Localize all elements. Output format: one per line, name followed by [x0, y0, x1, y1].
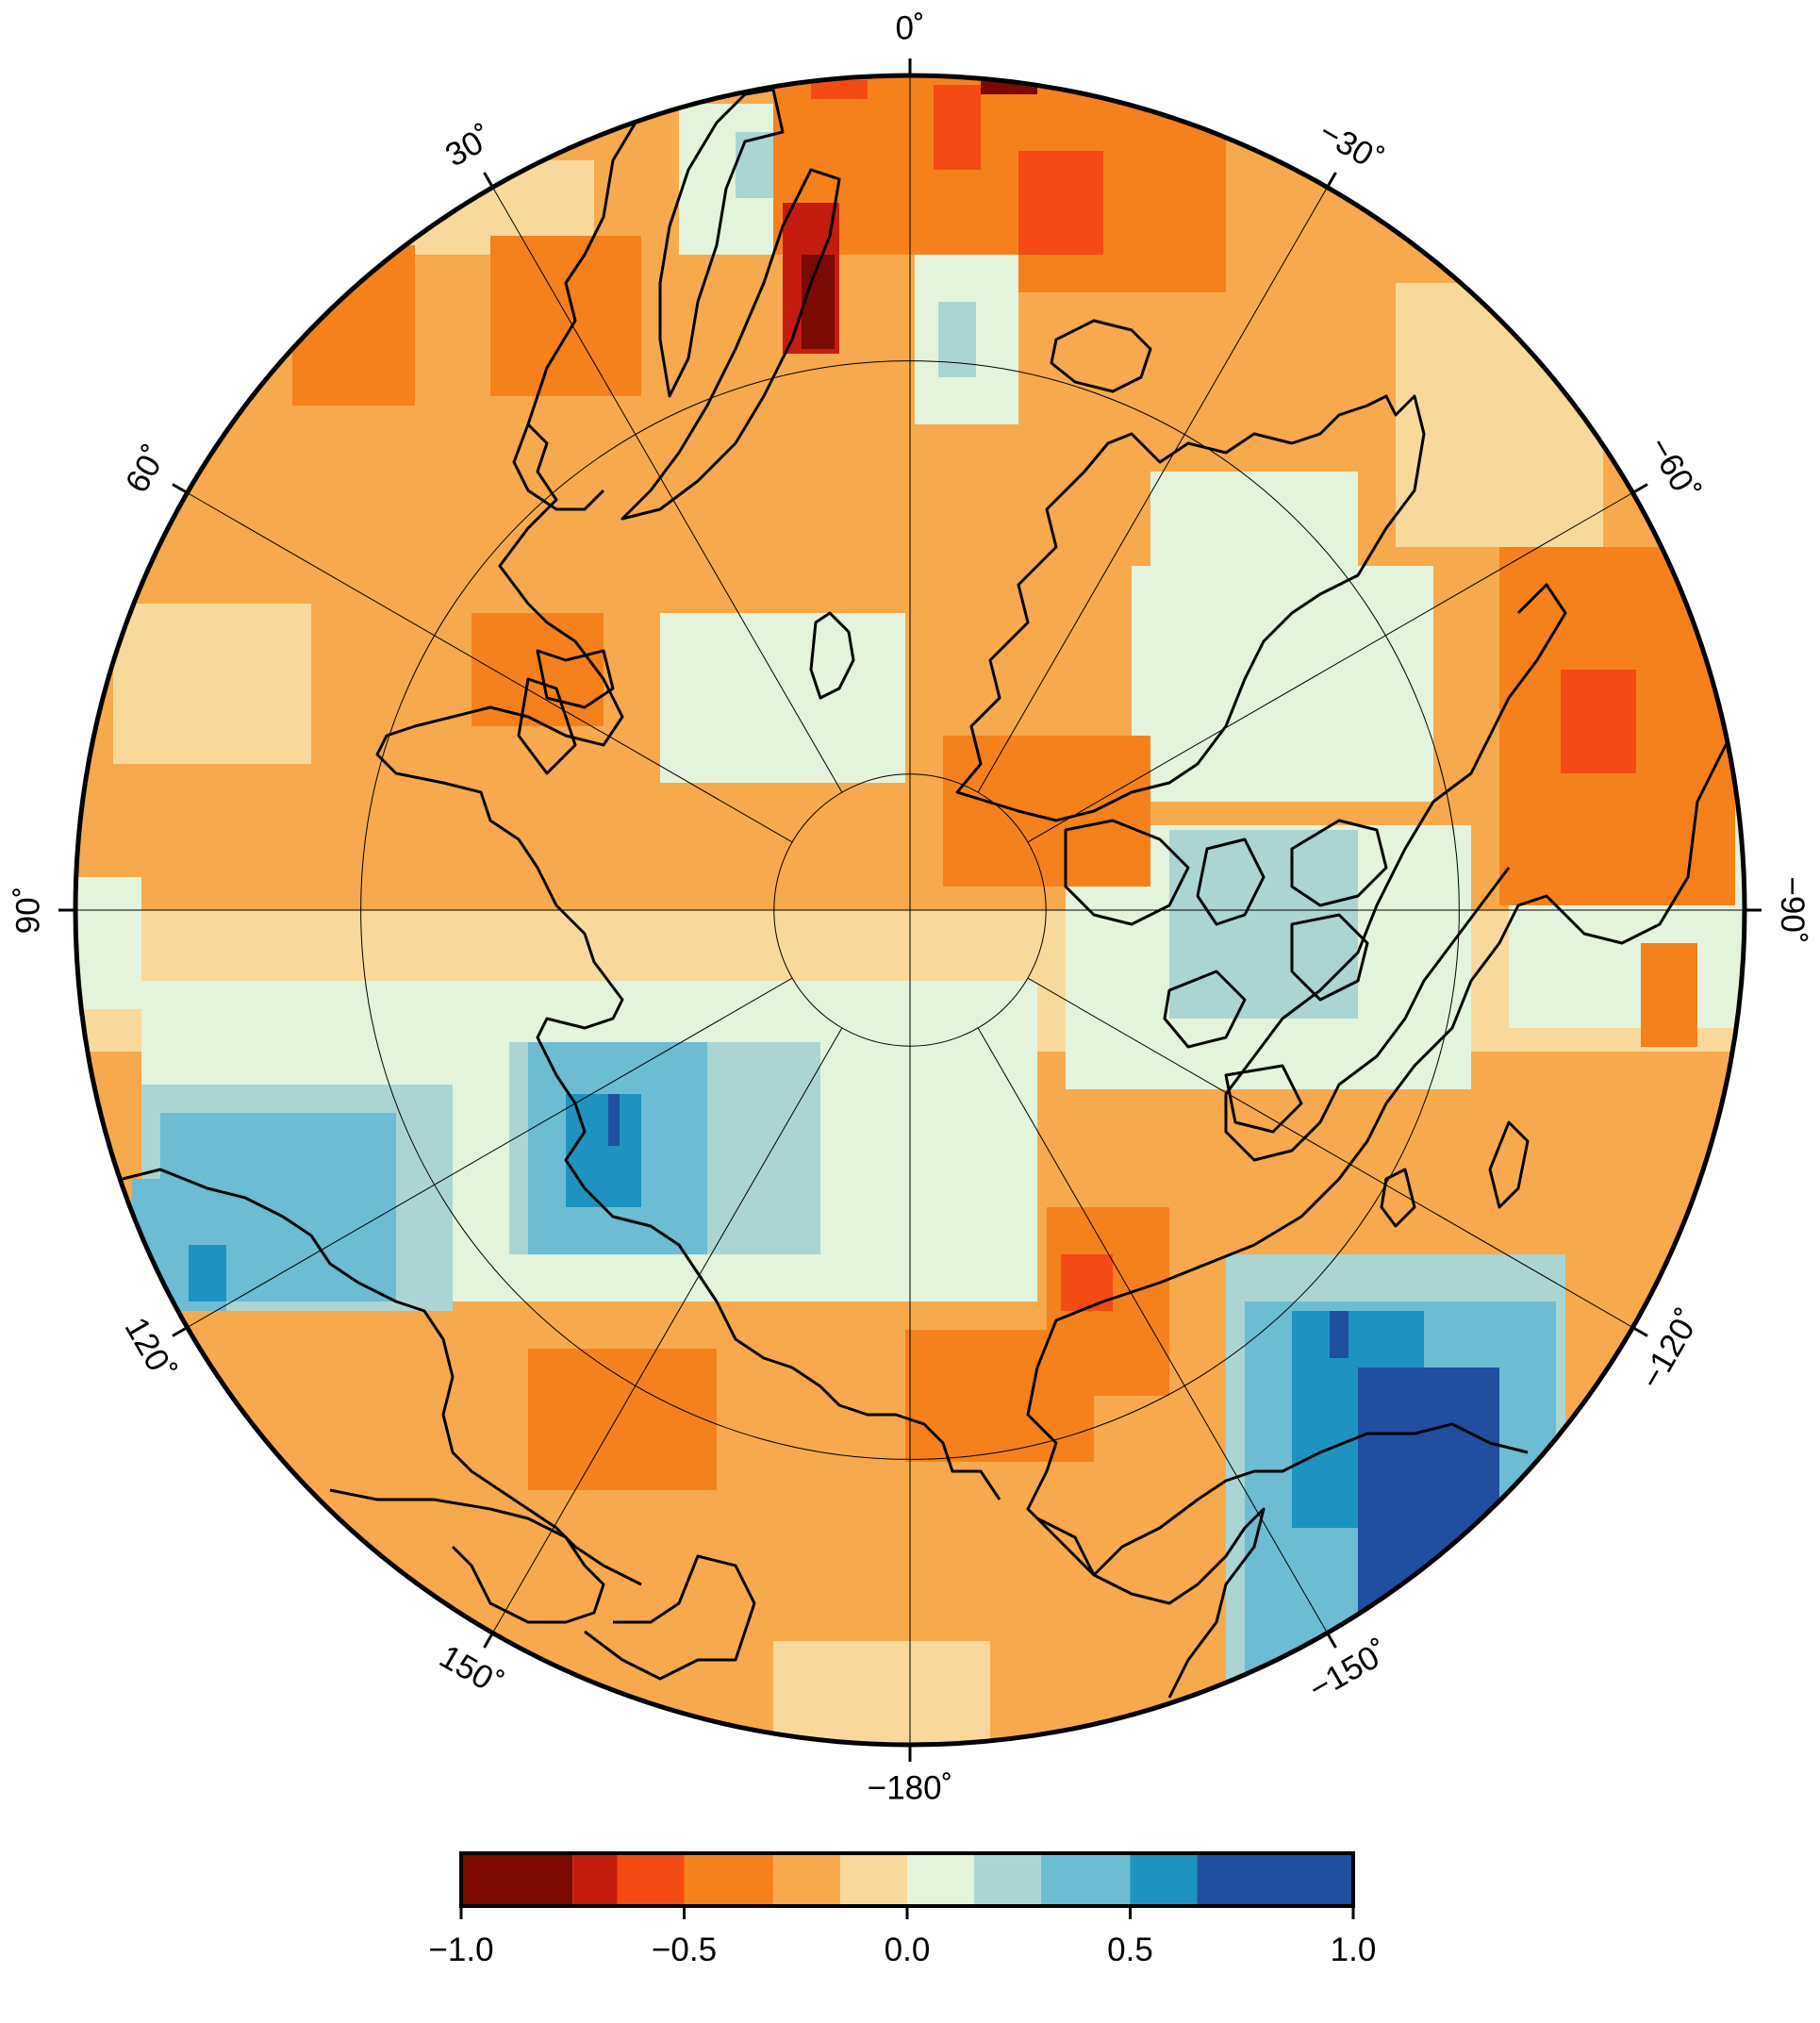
field-cell	[1150, 472, 1358, 585]
colorbar-segment	[1130, 1853, 1198, 1906]
field-cell	[189, 1245, 226, 1302]
north-america-coast-inner	[1224, 583, 1567, 1162]
colorbar-segment	[461, 1853, 573, 1906]
field-cell	[1018, 151, 1103, 255]
longitude-label: −180˚	[868, 1769, 953, 1806]
colorbar-segment	[840, 1853, 907, 1906]
graticule	[75, 75, 1745, 1745]
colorbar-segment	[572, 1853, 618, 1906]
longitude-tick	[172, 1326, 189, 1337]
svalbard-coast	[809, 611, 855, 700]
meridian-line	[492, 1027, 843, 1633]
colorbar-segment	[1197, 1853, 1353, 1906]
longitude-tick	[1326, 172, 1337, 189]
longitude-label: 60˚	[119, 439, 174, 499]
field-cell	[811, 80, 868, 99]
longitude-label: −150˚	[1302, 1633, 1395, 1708]
longitude-ticks	[58, 58, 1762, 1762]
longitude-label: −90˚	[1774, 876, 1811, 943]
field-cell	[472, 613, 604, 726]
greenland-coast	[955, 394, 1426, 822]
novaya-zemlya-coast	[517, 677, 577, 775]
europe-coast	[512, 112, 643, 511]
island-coast	[1163, 970, 1247, 1049]
island-coast	[1380, 1168, 1416, 1228]
colorbar-tick-label: 0.5	[1107, 1932, 1153, 1968]
field-cell	[1330, 1311, 1348, 1358]
taymyr-coast	[536, 649, 615, 709]
longitude-label: −60˚	[1641, 431, 1706, 507]
longitude-tick	[1631, 483, 1648, 494]
island-coast	[1064, 819, 1190, 926]
island-coast	[1290, 913, 1369, 1002]
colorbar-segment	[617, 1853, 685, 1906]
longitude-tick	[172, 483, 189, 494]
longitude-label: −120˚	[1633, 1302, 1708, 1395]
field-cell	[490, 236, 641, 396]
correlation-field	[75, 75, 1745, 1745]
eurasia-coast	[375, 423, 1001, 1501]
longitude-label: 150˚	[434, 1638, 509, 1703]
field-cell	[938, 302, 976, 377]
colorbar: −1.0 −0.5 0.0 0.5 1.0	[428, 1851, 1377, 1968]
scandinavia-coast	[620, 168, 841, 521]
field-cell	[608, 1094, 620, 1146]
longitude-label: 90˚	[9, 887, 46, 935]
field-cell	[934, 85, 981, 170]
colorbar-segment	[1040, 1853, 1131, 1906]
longitude-tick	[1326, 1632, 1337, 1649]
field-cell	[1561, 670, 1636, 773]
meridian-line	[977, 1027, 1328, 1633]
field-cell	[292, 245, 415, 406]
colorbar-segment	[773, 1853, 841, 1906]
colorbar-tick-label: −1.0	[428, 1932, 493, 1968]
alaska-coast	[1036, 1507, 1266, 1699]
iceland-coast	[1050, 319, 1152, 393]
field-cell	[113, 604, 311, 764]
colorbar-segment	[907, 1853, 974, 1906]
island-coast	[1224, 1064, 1303, 1134]
longitude-label: 120˚	[118, 1311, 183, 1386]
field-cell	[943, 736, 1150, 887]
okhotsk-coast	[329, 1488, 605, 1624]
meridian-line	[187, 492, 793, 843]
longitude-label: 0˚	[895, 9, 924, 46]
meridian-line	[492, 187, 843, 793]
field-cell	[1641, 943, 1697, 1047]
north-america-coast	[1026, 724, 1745, 1577]
longitude-label: 30˚	[439, 119, 499, 174]
meridian-line	[1027, 492, 1633, 843]
colorbar-tick-label: 1.0	[1331, 1932, 1377, 1968]
field-cell	[1396, 283, 1603, 547]
baltic-coast	[658, 88, 785, 398]
kamchatka-coast	[584, 1554, 756, 1681]
longitude-label: −30˚	[1313, 113, 1389, 178]
colorbar-segment	[973, 1853, 1041, 1906]
island-coast	[1196, 837, 1266, 926]
meridian-line	[1027, 977, 1633, 1328]
longitude-tick	[483, 1632, 494, 1649]
siberia-coast	[122, 1168, 642, 1586]
field-cell	[1061, 1254, 1113, 1311]
field-cell	[1169, 830, 1358, 1019]
field-cell	[1132, 566, 1433, 802]
field-cell	[773, 1641, 990, 1745]
island-coast	[1488, 1120, 1530, 1209]
meridian-line	[977, 187, 1328, 793]
field-cell	[660, 613, 905, 783]
longitude-tick	[1631, 1326, 1648, 1337]
meridian-line	[187, 977, 793, 1328]
island-coast	[1290, 819, 1388, 907]
coastlines	[122, 88, 1745, 1699]
longitude-tick	[483, 172, 494, 189]
field-cell	[905, 1330, 1094, 1462]
colorbar-tick-label: 0.0	[885, 1932, 931, 1968]
field-cell	[528, 1349, 717, 1490]
field-cell	[75, 877, 141, 1009]
field-cell	[802, 255, 835, 349]
colorbar-segment	[684, 1853, 774, 1906]
colorbar-tick-label: −0.5	[652, 1932, 717, 1968]
